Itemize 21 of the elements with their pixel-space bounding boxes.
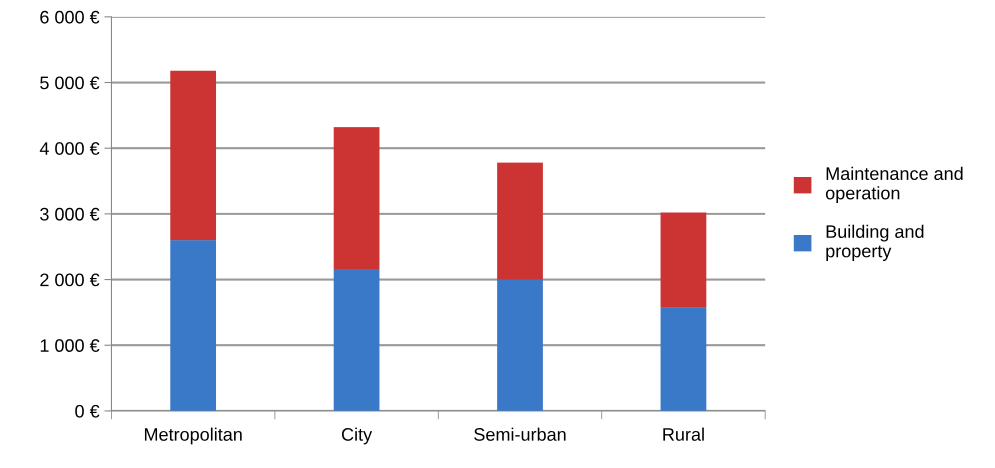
bar bbox=[660, 307, 706, 411]
x-tick-label: Metropolitan bbox=[144, 428, 242, 444]
y-tick-label: 4 000 € bbox=[40, 142, 100, 155]
bar bbox=[660, 212, 706, 308]
bar bbox=[334, 127, 380, 270]
y-tick-label: 5 000 € bbox=[40, 76, 100, 90]
bar bbox=[170, 240, 216, 411]
y-tick-label: 2 000 € bbox=[40, 273, 100, 286]
bar bbox=[497, 162, 543, 280]
legend-label: Building and property bbox=[826, 224, 924, 261]
x-tick-label: Semi-urban bbox=[474, 428, 566, 441]
y-tick-label: 1 000 € bbox=[40, 339, 100, 352]
y-tick-label: 0 € bbox=[75, 404, 100, 418]
y-tick-label: 3 000 € bbox=[40, 208, 100, 221]
x-tick-label: Rural bbox=[663, 428, 704, 441]
bar bbox=[170, 70, 216, 240]
bar bbox=[334, 269, 380, 411]
y-tick-label: 6 000 € bbox=[40, 10, 100, 24]
bar bbox=[497, 280, 543, 411]
x-tick-label: City bbox=[342, 428, 372, 444]
legend-label: Maintenance and operation bbox=[826, 166, 963, 204]
